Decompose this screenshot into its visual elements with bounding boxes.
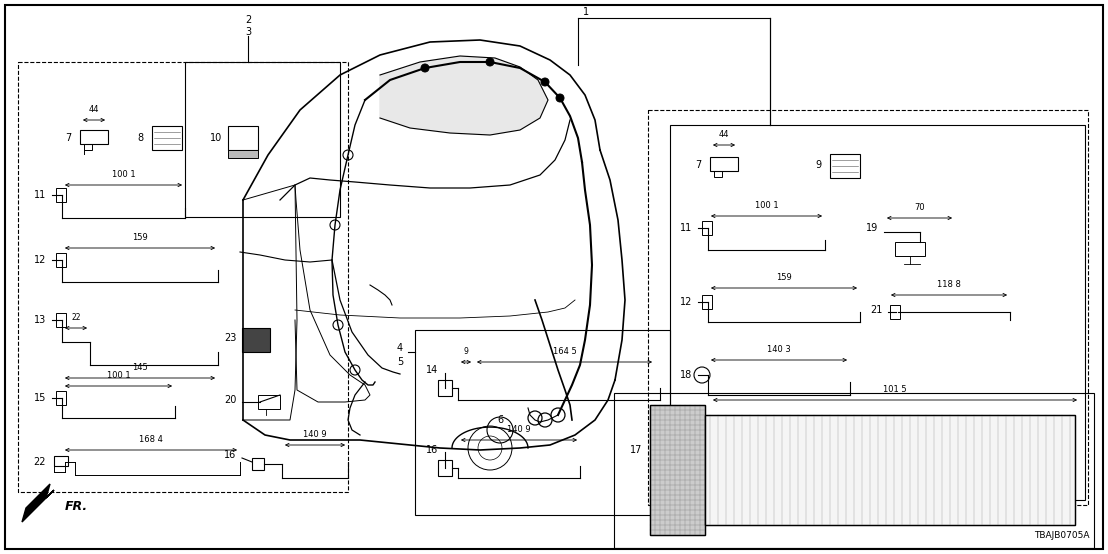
Text: 12: 12 <box>34 255 47 265</box>
Bar <box>57 253 66 267</box>
Text: 22: 22 <box>33 457 47 467</box>
Text: 2: 2 <box>245 15 252 25</box>
Text: 145: 145 <box>132 363 147 372</box>
Circle shape <box>486 58 494 66</box>
Bar <box>890 305 900 319</box>
Text: 159: 159 <box>132 233 147 242</box>
Text: 15: 15 <box>34 393 47 403</box>
Text: 70: 70 <box>914 203 925 212</box>
Bar <box>714 171 722 177</box>
Bar <box>830 154 860 178</box>
Text: 164 5: 164 5 <box>553 347 576 356</box>
Polygon shape <box>380 56 548 135</box>
Text: 1: 1 <box>583 7 589 17</box>
Text: 21: 21 <box>870 305 882 315</box>
Bar <box>705 415 1075 525</box>
Bar <box>670 125 1085 500</box>
Text: 4: 4 <box>397 343 403 353</box>
Bar <box>57 313 66 327</box>
Text: 100 1: 100 1 <box>755 201 778 210</box>
Text: 6: 6 <box>496 415 503 425</box>
Bar <box>416 330 670 515</box>
Text: 44: 44 <box>89 105 100 114</box>
Text: 12: 12 <box>680 297 692 307</box>
Text: 159: 159 <box>776 273 792 282</box>
Text: 44: 44 <box>719 130 729 139</box>
Bar <box>438 380 452 396</box>
Text: 22: 22 <box>71 313 81 322</box>
Text: 101 5: 101 5 <box>883 385 906 394</box>
Text: 140 3: 140 3 <box>767 345 791 354</box>
Text: 118 8: 118 8 <box>937 280 961 289</box>
Text: 10: 10 <box>209 133 222 143</box>
Bar <box>438 460 452 476</box>
Bar <box>710 157 738 171</box>
Text: 9: 9 <box>815 160 821 170</box>
Text: 140 9: 140 9 <box>507 425 531 434</box>
Text: 17: 17 <box>629 445 643 455</box>
Text: 23: 23 <box>224 333 236 343</box>
Text: 20: 20 <box>224 395 236 405</box>
Text: 13: 13 <box>34 315 47 325</box>
Bar <box>650 405 705 535</box>
Text: TBAJB0705A: TBAJB0705A <box>1035 531 1090 540</box>
Bar <box>228 150 258 158</box>
Circle shape <box>541 78 548 86</box>
Bar <box>185 62 340 217</box>
Circle shape <box>421 64 429 72</box>
Bar <box>705 415 1075 525</box>
Text: 14: 14 <box>425 365 438 375</box>
Bar <box>57 391 66 405</box>
Text: 11: 11 <box>680 223 692 233</box>
Text: 8: 8 <box>137 133 143 143</box>
Bar <box>702 221 712 235</box>
Bar <box>84 144 92 150</box>
Text: 16: 16 <box>425 445 438 455</box>
Text: 100 1: 100 1 <box>112 170 135 179</box>
Circle shape <box>556 94 564 102</box>
Bar <box>614 393 1094 548</box>
Text: FR.: FR. <box>65 500 89 512</box>
Text: 100 1: 100 1 <box>106 371 131 380</box>
Bar <box>258 395 280 409</box>
Bar <box>18 62 348 492</box>
Text: 18: 18 <box>680 370 692 380</box>
Text: 3: 3 <box>245 27 252 37</box>
Text: 19: 19 <box>865 223 879 233</box>
Text: 7: 7 <box>65 133 71 143</box>
Text: 140 9: 140 9 <box>304 430 327 439</box>
Bar <box>54 456 68 466</box>
Bar <box>152 126 182 150</box>
Text: 7: 7 <box>695 160 701 170</box>
Text: 9: 9 <box>463 347 469 356</box>
Bar <box>648 110 1088 505</box>
Bar <box>895 242 925 256</box>
Bar <box>80 130 107 144</box>
Text: 5: 5 <box>397 357 403 367</box>
Bar <box>252 458 264 470</box>
Text: 16: 16 <box>224 450 236 460</box>
Polygon shape <box>22 484 54 522</box>
Bar <box>57 188 66 202</box>
Bar <box>702 295 712 309</box>
Text: 11: 11 <box>34 190 47 200</box>
Bar <box>650 405 705 535</box>
Bar <box>242 328 270 352</box>
Text: 168 4: 168 4 <box>140 435 163 444</box>
Bar <box>228 126 258 150</box>
